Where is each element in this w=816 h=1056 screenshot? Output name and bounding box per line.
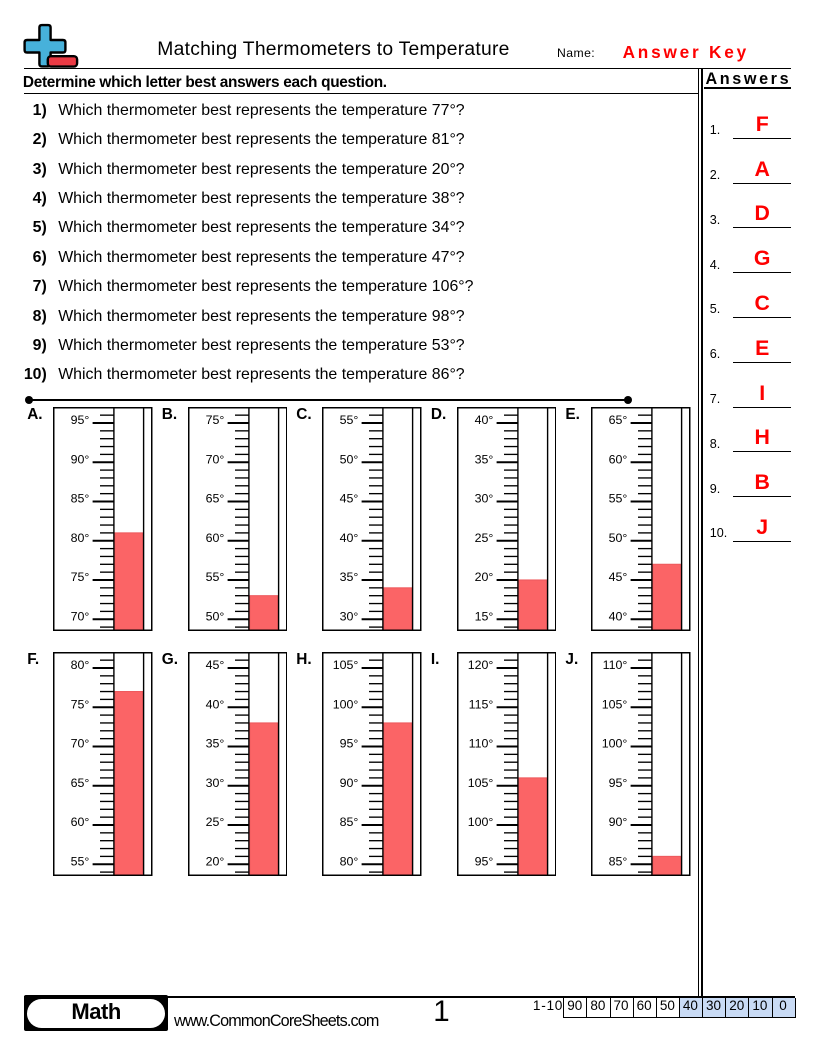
svg-text:40°: 40°	[205, 697, 224, 711]
svg-text:50°: 50°	[205, 609, 224, 623]
svg-text:60°: 60°	[71, 815, 90, 829]
svg-text:45°: 45°	[609, 570, 628, 584]
svg-text:65°: 65°	[205, 491, 224, 505]
svg-text:80°: 80°	[340, 854, 359, 868]
svg-text:55°: 55°	[609, 491, 628, 505]
svg-text:30°: 30°	[205, 776, 224, 790]
svg-text:90°: 90°	[340, 776, 359, 790]
svg-text:30°: 30°	[340, 609, 359, 623]
svg-text:55°: 55°	[71, 854, 90, 868]
svg-text:45°: 45°	[340, 491, 359, 505]
svg-text:100°: 100°	[333, 697, 359, 711]
svg-text:80°: 80°	[71, 658, 90, 672]
svg-text:115°: 115°	[469, 697, 494, 711]
svg-text:75°: 75°	[71, 697, 90, 711]
svg-text:85°: 85°	[71, 491, 90, 505]
svg-text:95°: 95°	[71, 413, 90, 427]
svg-text:70°: 70°	[71, 609, 90, 623]
svg-text:110°: 110°	[469, 736, 494, 750]
svg-text:95°: 95°	[609, 776, 628, 790]
svg-text:55°: 55°	[205, 570, 224, 584]
svg-text:90°: 90°	[609, 815, 628, 829]
svg-text:35°: 35°	[340, 570, 359, 584]
svg-text:25°: 25°	[205, 815, 224, 829]
svg-text:20°: 20°	[205, 854, 224, 868]
svg-text:90°: 90°	[71, 452, 90, 466]
svg-text:45°: 45°	[205, 658, 224, 672]
svg-text:100°: 100°	[468, 815, 494, 829]
svg-text:50°: 50°	[609, 530, 628, 544]
svg-text:65°: 65°	[71, 776, 90, 790]
svg-text:100°: 100°	[602, 736, 628, 750]
svg-text:35°: 35°	[475, 452, 494, 466]
svg-text:95°: 95°	[475, 854, 494, 868]
svg-text:60°: 60°	[205, 530, 224, 544]
svg-text:85°: 85°	[609, 854, 628, 868]
svg-text:80°: 80°	[71, 530, 90, 544]
svg-text:60°: 60°	[609, 452, 628, 466]
svg-text:110°: 110°	[603, 658, 628, 672]
svg-text:50°: 50°	[340, 452, 359, 466]
svg-text:95°: 95°	[340, 736, 359, 750]
svg-text:15°: 15°	[475, 609, 494, 623]
svg-text:75°: 75°	[205, 413, 224, 427]
svg-text:40°: 40°	[340, 530, 359, 544]
svg-text:35°: 35°	[205, 736, 224, 750]
svg-text:70°: 70°	[205, 452, 224, 466]
svg-text:55°: 55°	[340, 413, 359, 427]
svg-text:40°: 40°	[609, 609, 628, 623]
svg-text:105°: 105°	[602, 697, 628, 711]
svg-text:75°: 75°	[71, 570, 90, 584]
svg-text:105°: 105°	[468, 776, 494, 790]
svg-text:20°: 20°	[475, 570, 494, 584]
svg-text:105°: 105°	[333, 658, 359, 672]
svg-text:25°: 25°	[475, 530, 494, 544]
svg-text:120°: 120°	[468, 658, 494, 672]
svg-text:30°: 30°	[475, 491, 494, 505]
svg-text:70°: 70°	[71, 736, 90, 750]
svg-text:65°: 65°	[609, 413, 628, 427]
svg-text:40°: 40°	[475, 413, 494, 427]
svg-text:85°: 85°	[340, 815, 359, 829]
